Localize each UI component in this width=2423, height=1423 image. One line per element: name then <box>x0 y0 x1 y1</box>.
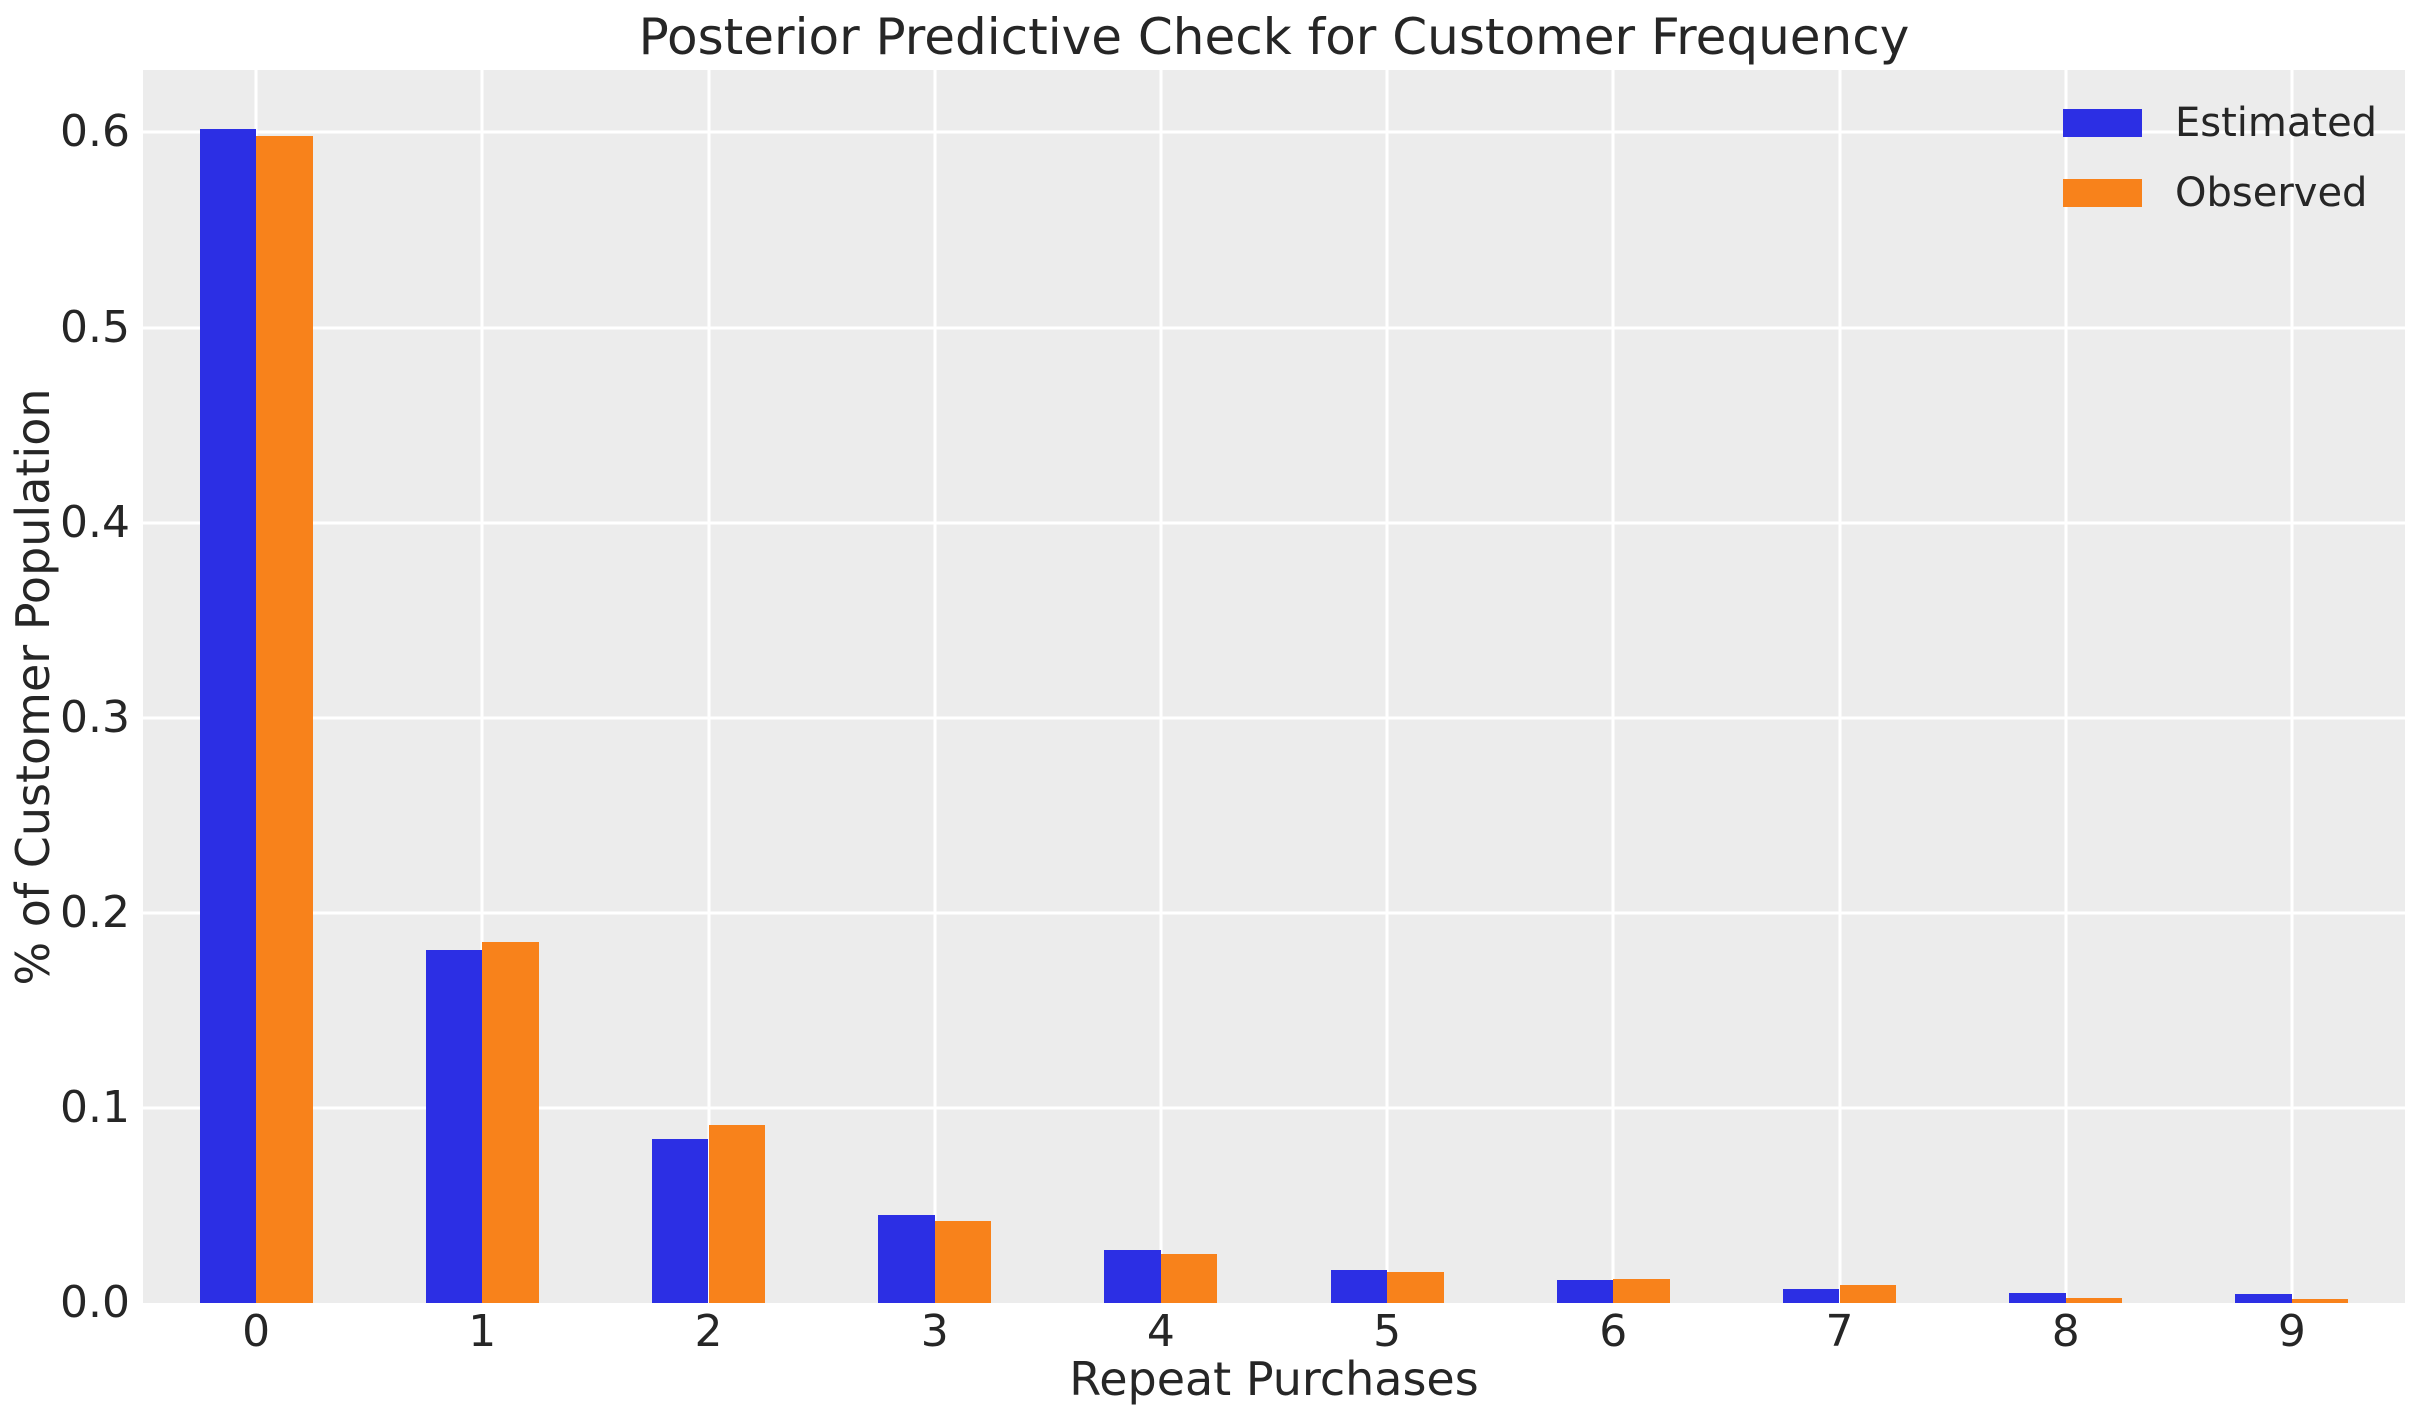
legend-item-estimated: Estimated <box>2063 103 2377 143</box>
x-tick-label-3: 3 <box>920 1306 949 1357</box>
bar-observed-4 <box>1160 1254 1218 1303</box>
gridline-h-0.4 <box>143 521 2405 525</box>
bar-observed-3 <box>934 1221 992 1303</box>
legend-swatch-estimated <box>2063 109 2142 137</box>
x-tick-label-2: 2 <box>694 1306 723 1357</box>
x-axis-label: Repeat Purchases <box>1069 1352 1479 1406</box>
bar-estimated-2 <box>651 1139 709 1303</box>
gridline-v-2 <box>707 70 710 1303</box>
bar-estimated-7 <box>1782 1288 1840 1303</box>
gridline-v-9 <box>2290 70 2294 1303</box>
bar-observed-9 <box>2291 1298 2349 1303</box>
legend-swatch-observed <box>2063 179 2142 207</box>
bar-estimated-8 <box>2009 1293 2066 1303</box>
bar-observed-7 <box>1839 1285 1897 1303</box>
y-tick-label-0.4: 0.4 <box>60 496 130 548</box>
bar-estimated-9 <box>2235 1294 2292 1303</box>
legend-label-observed: Observed <box>2175 170 2368 216</box>
x-tick-label-1: 1 <box>468 1306 497 1357</box>
bar-estimated-0 <box>199 128 257 1303</box>
bar-observed-5 <box>1387 1271 1444 1303</box>
x-tick-label-8: 8 <box>2051 1306 2080 1357</box>
gridline-v-3 <box>933 70 937 1303</box>
gridline-v-7 <box>1838 70 1841 1303</box>
x-tick-label-4: 4 <box>1146 1306 1175 1357</box>
bar-observed-1 <box>482 942 539 1303</box>
bar-estimated-6 <box>1556 1279 1614 1303</box>
y-tick-label-0.3: 0.3 <box>60 691 130 743</box>
gridline-h-0.1 <box>143 1106 2405 1110</box>
bar-observed-0 <box>256 136 313 1303</box>
legend-label-estimated: Estimated <box>2175 100 2378 146</box>
gridline-h-0.3 <box>143 716 2405 720</box>
bar-observed-6 <box>1613 1278 1670 1303</box>
x-tick-label-6: 6 <box>1599 1306 1628 1357</box>
bar-observed-8 <box>2065 1297 2123 1303</box>
gridline-v-4 <box>1159 70 1163 1303</box>
y-tick-label-0.5: 0.5 <box>60 301 130 353</box>
legend-item-observed: Observed <box>2063 173 2377 213</box>
gridline-v-6 <box>1611 70 1615 1303</box>
gridline-h-0.2 <box>143 911 2405 915</box>
bar-estimated-3 <box>878 1215 935 1303</box>
y-tick-label-0.6: 0.6 <box>60 106 130 158</box>
plot-area <box>143 70 2405 1303</box>
gridline-h-0.5 <box>143 326 2405 330</box>
gridline-v-5 <box>1385 70 1389 1303</box>
x-tick-label-7: 7 <box>1825 1306 1854 1357</box>
legend: Estimated Observed <box>2063 103 2377 243</box>
bar-estimated-4 <box>1104 1250 1161 1303</box>
y-tick-label-0.0: 0.0 <box>60 1277 130 1328</box>
bar-estimated-1 <box>425 949 483 1303</box>
gridline-h-0.6 <box>143 130 2405 134</box>
x-tick-label-5: 5 <box>1373 1306 1402 1357</box>
gridline-v-8 <box>2064 70 2068 1303</box>
x-tick-label-9: 9 <box>2277 1306 2306 1357</box>
chart-title: Posterior Predictive Check for Customer … <box>638 8 1910 66</box>
y-tick-label-0.2: 0.2 <box>60 886 130 938</box>
bar-observed-2 <box>708 1125 766 1303</box>
y-tick-label-0.1: 0.1 <box>60 1081 130 1133</box>
x-tick-label-0: 0 <box>242 1306 271 1357</box>
gridline-v-1 <box>480 70 484 1303</box>
bar-estimated-5 <box>1330 1269 1388 1303</box>
